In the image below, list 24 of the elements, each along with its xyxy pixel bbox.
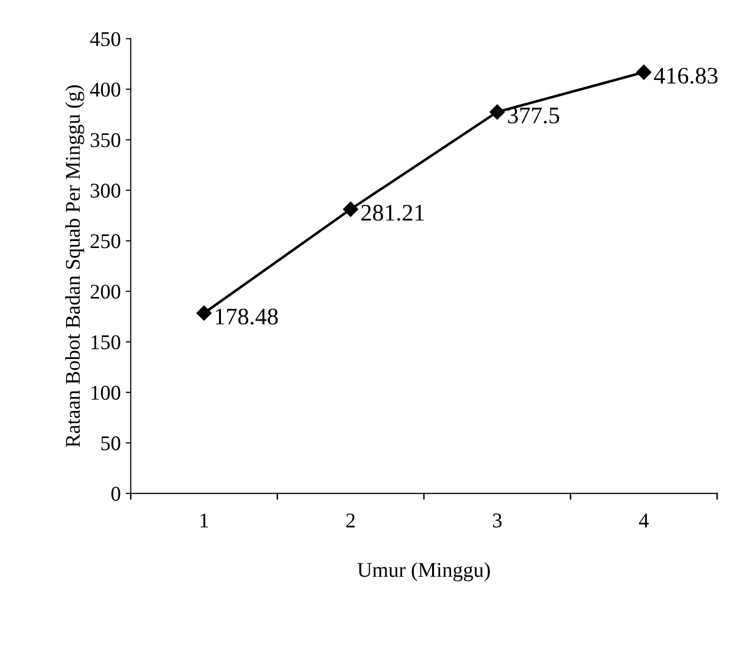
point <box>343 202 358 217</box>
y-tick-label: 400 <box>90 82 120 97</box>
x-tick-label: 4 <box>639 514 649 528</box>
y-tick-label: 0 <box>111 486 120 501</box>
y-tick-label: 250 <box>90 234 120 248</box>
data-label: 178.48 <box>216 308 278 325</box>
y-tick-label: 50 <box>101 436 120 450</box>
x-tick-label: 1 <box>200 514 208 528</box>
y-tick-label: 450 <box>90 32 120 46</box>
x-tick-label: 3 <box>493 514 502 528</box>
y-axis-title: Rataan Bobot Badan Squab Per Minggu (g) <box>65 85 84 448</box>
data-label: 281.21 <box>361 204 424 221</box>
y-tick-label: 150 <box>92 335 120 350</box>
y-tick-label: 300 <box>90 184 120 198</box>
y-tick-label: 200 <box>90 284 120 299</box>
x-axis-title: Umur (Minggu) <box>358 562 490 582</box>
data-label: 377.5 <box>508 108 560 124</box>
point <box>490 104 505 120</box>
point <box>196 306 212 321</box>
x-tick-label: 2 <box>346 514 355 528</box>
y-tick-label: 350 <box>90 133 120 148</box>
data-label: 416.83 <box>654 68 718 84</box>
y-tick-label: 100 <box>92 386 120 400</box>
point <box>636 64 652 80</box>
